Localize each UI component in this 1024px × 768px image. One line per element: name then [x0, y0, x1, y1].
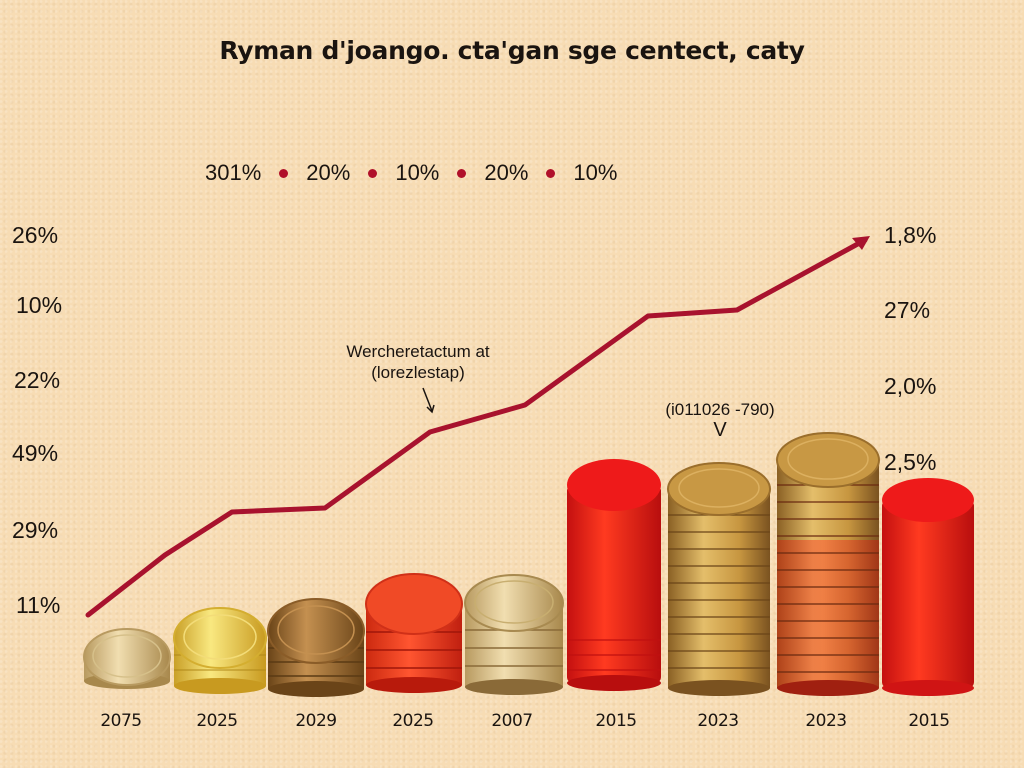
legend-label-3: 10%	[395, 160, 440, 185]
coin-stack-1	[83, 628, 171, 689]
y-right-tick: 1,8%	[884, 222, 937, 248]
legend-label-4: 20%	[484, 160, 529, 185]
y-left-tick: 11%	[16, 592, 61, 618]
coin-stack-3	[267, 598, 365, 697]
x-tick: 2015	[908, 711, 950, 731]
red-bar-2	[882, 478, 974, 696]
legend-label-2: 20%	[306, 160, 351, 185]
annotation-2-line1: (i011026 -790)	[665, 400, 775, 419]
legend-label-5: 10%	[573, 160, 618, 185]
red-bar-1	[567, 459, 661, 691]
x-tick: 2025	[392, 711, 434, 731]
y-left-tick: 26%	[12, 222, 59, 248]
y-right-tick: 2,5%	[884, 449, 937, 475]
y-left-tick: 10%	[16, 292, 63, 318]
legend-dot-icon	[546, 168, 556, 178]
y-right-tick: 2,0%	[884, 373, 937, 399]
y-left-tick: 29%	[12, 517, 59, 543]
x-tick: 2029	[295, 711, 337, 731]
coin-stack-4	[365, 573, 463, 693]
x-tick: 2007	[491, 711, 533, 731]
annotation-arrow-icon	[422, 387, 435, 414]
annotation-1-line2: (lorezlestap)	[371, 363, 465, 382]
legend-dot-icon	[279, 168, 289, 178]
annotation-1: Wercheretactum at (lorezlestap)	[318, 341, 518, 383]
coin-stack-7	[667, 462, 771, 696]
coin-stack-8	[776, 432, 880, 696]
x-tick: 2023	[697, 711, 739, 731]
x-tick: 2025	[196, 711, 238, 731]
coin-stack-2	[173, 607, 267, 694]
trend-line	[85, 237, 868, 618]
legend-label-1: 301%	[205, 160, 262, 185]
annotation-2: (i011026 -790) V	[620, 399, 820, 441]
x-tick: 2075	[100, 711, 142, 731]
y-left-tick: 49%	[12, 440, 59, 466]
x-tick: 2015	[595, 711, 637, 731]
legend-dot-icon	[457, 168, 467, 178]
legend-dot-icon	[368, 168, 378, 178]
annotation-1-line1: Wercheretactum at	[346, 342, 490, 361]
trend-arrowhead-icon	[852, 236, 870, 250]
annotation-2-line2: V	[713, 419, 727, 441]
chart-title: Ryman d'joango. cta'gan sge centect, cat…	[219, 36, 805, 65]
y-left-tick: 22%	[14, 367, 61, 393]
legend: 301% 20% 10% 20% 10%	[205, 158, 805, 188]
coin-stack-5	[464, 574, 564, 695]
y-right-tick: 27%	[884, 297, 931, 323]
x-tick: 2023	[805, 711, 847, 731]
